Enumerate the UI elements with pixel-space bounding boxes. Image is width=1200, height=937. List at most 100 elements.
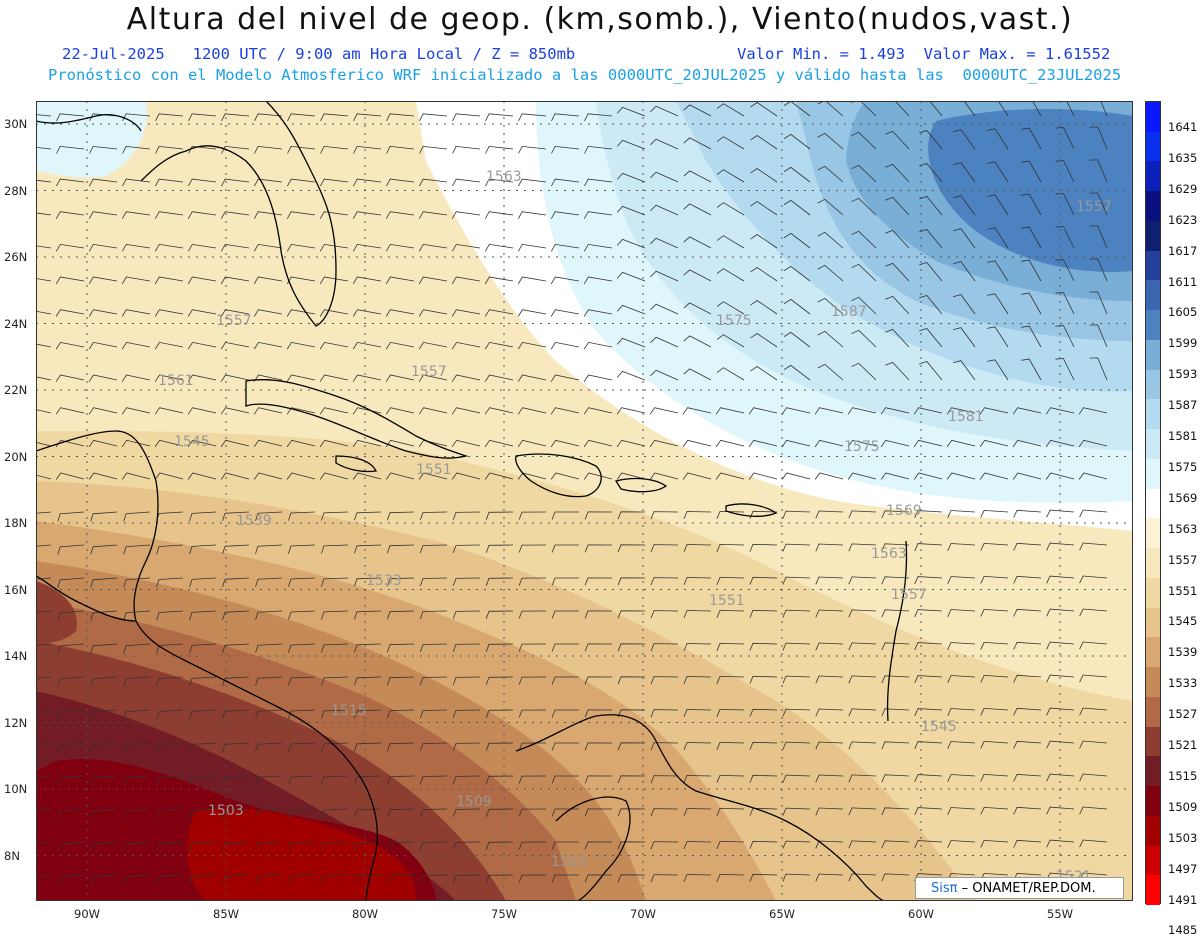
wind-barb [551, 874, 579, 883]
wind-barb [255, 742, 283, 752]
wind-barb [418, 243, 448, 252]
wind-barb [88, 407, 118, 415]
wind-barb [220, 439, 250, 448]
colorbar-label: 1587 [1168, 398, 1198, 413]
wind-barb [683, 368, 712, 381]
wind-barb [90, 742, 118, 753]
wind-barb [815, 807, 844, 816]
wind-barb [979, 472, 1009, 480]
wind-barb [419, 145, 448, 154]
wind-barb [815, 609, 844, 618]
wind-barb [154, 374, 184, 382]
wind-barb [484, 309, 514, 317]
wind-barb [980, 608, 1009, 617]
wind-barb [451, 407, 481, 415]
wind-barb [650, 237, 679, 249]
wind-barb [952, 228, 976, 249]
wind-barb [616, 407, 646, 415]
wind-barb [848, 576, 877, 585]
wind-barb [1013, 641, 1042, 650]
colorbar-label: 1575 [1168, 459, 1198, 474]
wind-barb [55, 341, 85, 350]
wind-barb [683, 841, 712, 850]
wind-barb [288, 511, 316, 521]
wind-barb [617, 775, 646, 784]
wind-barb [123, 874, 151, 885]
contour-label: 1509 [456, 794, 492, 810]
wind-barb [551, 511, 579, 520]
wind-barb [1079, 608, 1108, 617]
wind-barb [1021, 193, 1042, 216]
wind-barb [123, 577, 151, 588]
wind-barb [919, 328, 943, 348]
wind-barb [57, 676, 85, 687]
wind-barb [716, 334, 745, 348]
colorbar-label: 1485 [1168, 923, 1198, 937]
wind-barb [947, 774, 976, 782]
wind-barb [88, 211, 118, 219]
wind-barb [36, 742, 52, 745]
wind-barb [616, 304, 646, 315]
wind-barb [88, 276, 118, 285]
wind-barb [716, 675, 745, 684]
wind-barb [997, 101, 1009, 117]
wind-barb [583, 439, 613, 448]
wind-barb [851, 263, 877, 282]
wind-barb [551, 178, 580, 187]
wind-barb [848, 840, 877, 849]
wind-barb [189, 709, 217, 720]
wind-barb [121, 472, 151, 480]
wind-barb [189, 874, 217, 885]
wind-barb [222, 808, 250, 819]
wind-barb [484, 407, 514, 415]
wind-barb [36, 709, 52, 712]
wind-barb [57, 775, 85, 786]
wind-barb [189, 511, 217, 522]
wind-barb [90, 874, 118, 885]
wind-barb [220, 211, 250, 219]
colorbar-swatch [1146, 518, 1160, 549]
wind-barb [851, 197, 877, 216]
wind-barb [716, 301, 745, 315]
wind-barb [57, 610, 85, 621]
wind-barb [320, 178, 349, 187]
wind-barb [851, 131, 877, 150]
wind-barb [352, 439, 382, 448]
colorbar-label: 1629 [1168, 181, 1198, 196]
wind-barb [550, 243, 580, 252]
wind-barb [187, 407, 217, 415]
wind-barb [518, 775, 547, 784]
wind-barb [354, 676, 382, 686]
lon-label: 85W [213, 907, 240, 921]
wind-barb [255, 511, 283, 521]
wind-barb [616, 370, 646, 381]
wind-barb [815, 873, 844, 882]
wind-barb [885, 262, 910, 282]
wind-barb [253, 472, 283, 480]
wind-barb [782, 873, 811, 882]
colorbar-label: 1635 [1168, 150, 1198, 165]
wind-barb [123, 709, 151, 720]
wind-barb [288, 610, 316, 620]
wind-barb [154, 439, 184, 448]
lat-label: 10N [4, 782, 28, 796]
wind-barb [650, 874, 679, 883]
wind-barb [518, 709, 547, 718]
wind-barb [518, 841, 547, 850]
wind-barb [452, 676, 481, 686]
wind-barb [36, 245, 52, 249]
wind-barb [90, 544, 118, 555]
wind-barb [485, 577, 514, 586]
wind-barb [716, 367, 745, 381]
wind-barb [1021, 259, 1042, 282]
wind-barb [1021, 127, 1042, 150]
wind-barb [484, 374, 514, 382]
colorbar-swatch [1146, 696, 1160, 728]
wind-barb [1046, 806, 1075, 815]
colorbar-label: 1557 [1168, 552, 1198, 567]
wind-barb [716, 235, 745, 249]
wind-barb [57, 709, 85, 720]
colorbar-label: 1503 [1168, 830, 1198, 845]
wind-barb [319, 374, 349, 382]
wind-barb [1046, 608, 1075, 617]
